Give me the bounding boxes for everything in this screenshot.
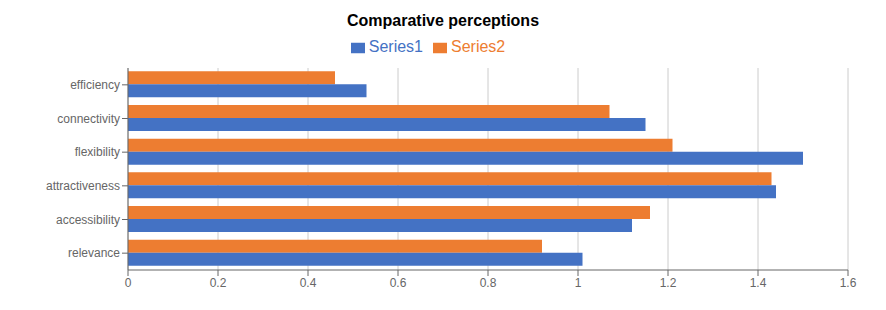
- svg-text:connectivity: connectivity: [57, 112, 120, 126]
- svg-text:0: 0: [125, 276, 132, 290]
- svg-text:relevance: relevance: [68, 246, 120, 260]
- svg-text:0.6: 0.6: [390, 276, 407, 290]
- svg-text:1.4: 1.4: [750, 276, 767, 290]
- svg-text:efficiency: efficiency: [70, 78, 120, 92]
- svg-text:1.6: 1.6: [840, 276, 857, 290]
- svg-text:attractiveness: attractiveness: [46, 179, 120, 193]
- html-text:Series1: Series1: [368, 38, 423, 55]
- html-text:Series2: Series2: [451, 38, 506, 55]
- svg-text:accessibility: accessibility: [56, 213, 120, 227]
- svg-text:0.4: 0.4: [300, 276, 317, 290]
- svg-text:0.2: 0.2: [210, 276, 227, 290]
- html-text:Comparative perceptions: Comparative perceptions: [347, 12, 539, 29]
- svg-text:flexibility: flexibility: [75, 145, 120, 159]
- svg-text:1.2: 1.2: [660, 276, 677, 290]
- svg-text:1: 1: [575, 276, 582, 290]
- svg-text:0.8: 0.8: [480, 276, 497, 290]
